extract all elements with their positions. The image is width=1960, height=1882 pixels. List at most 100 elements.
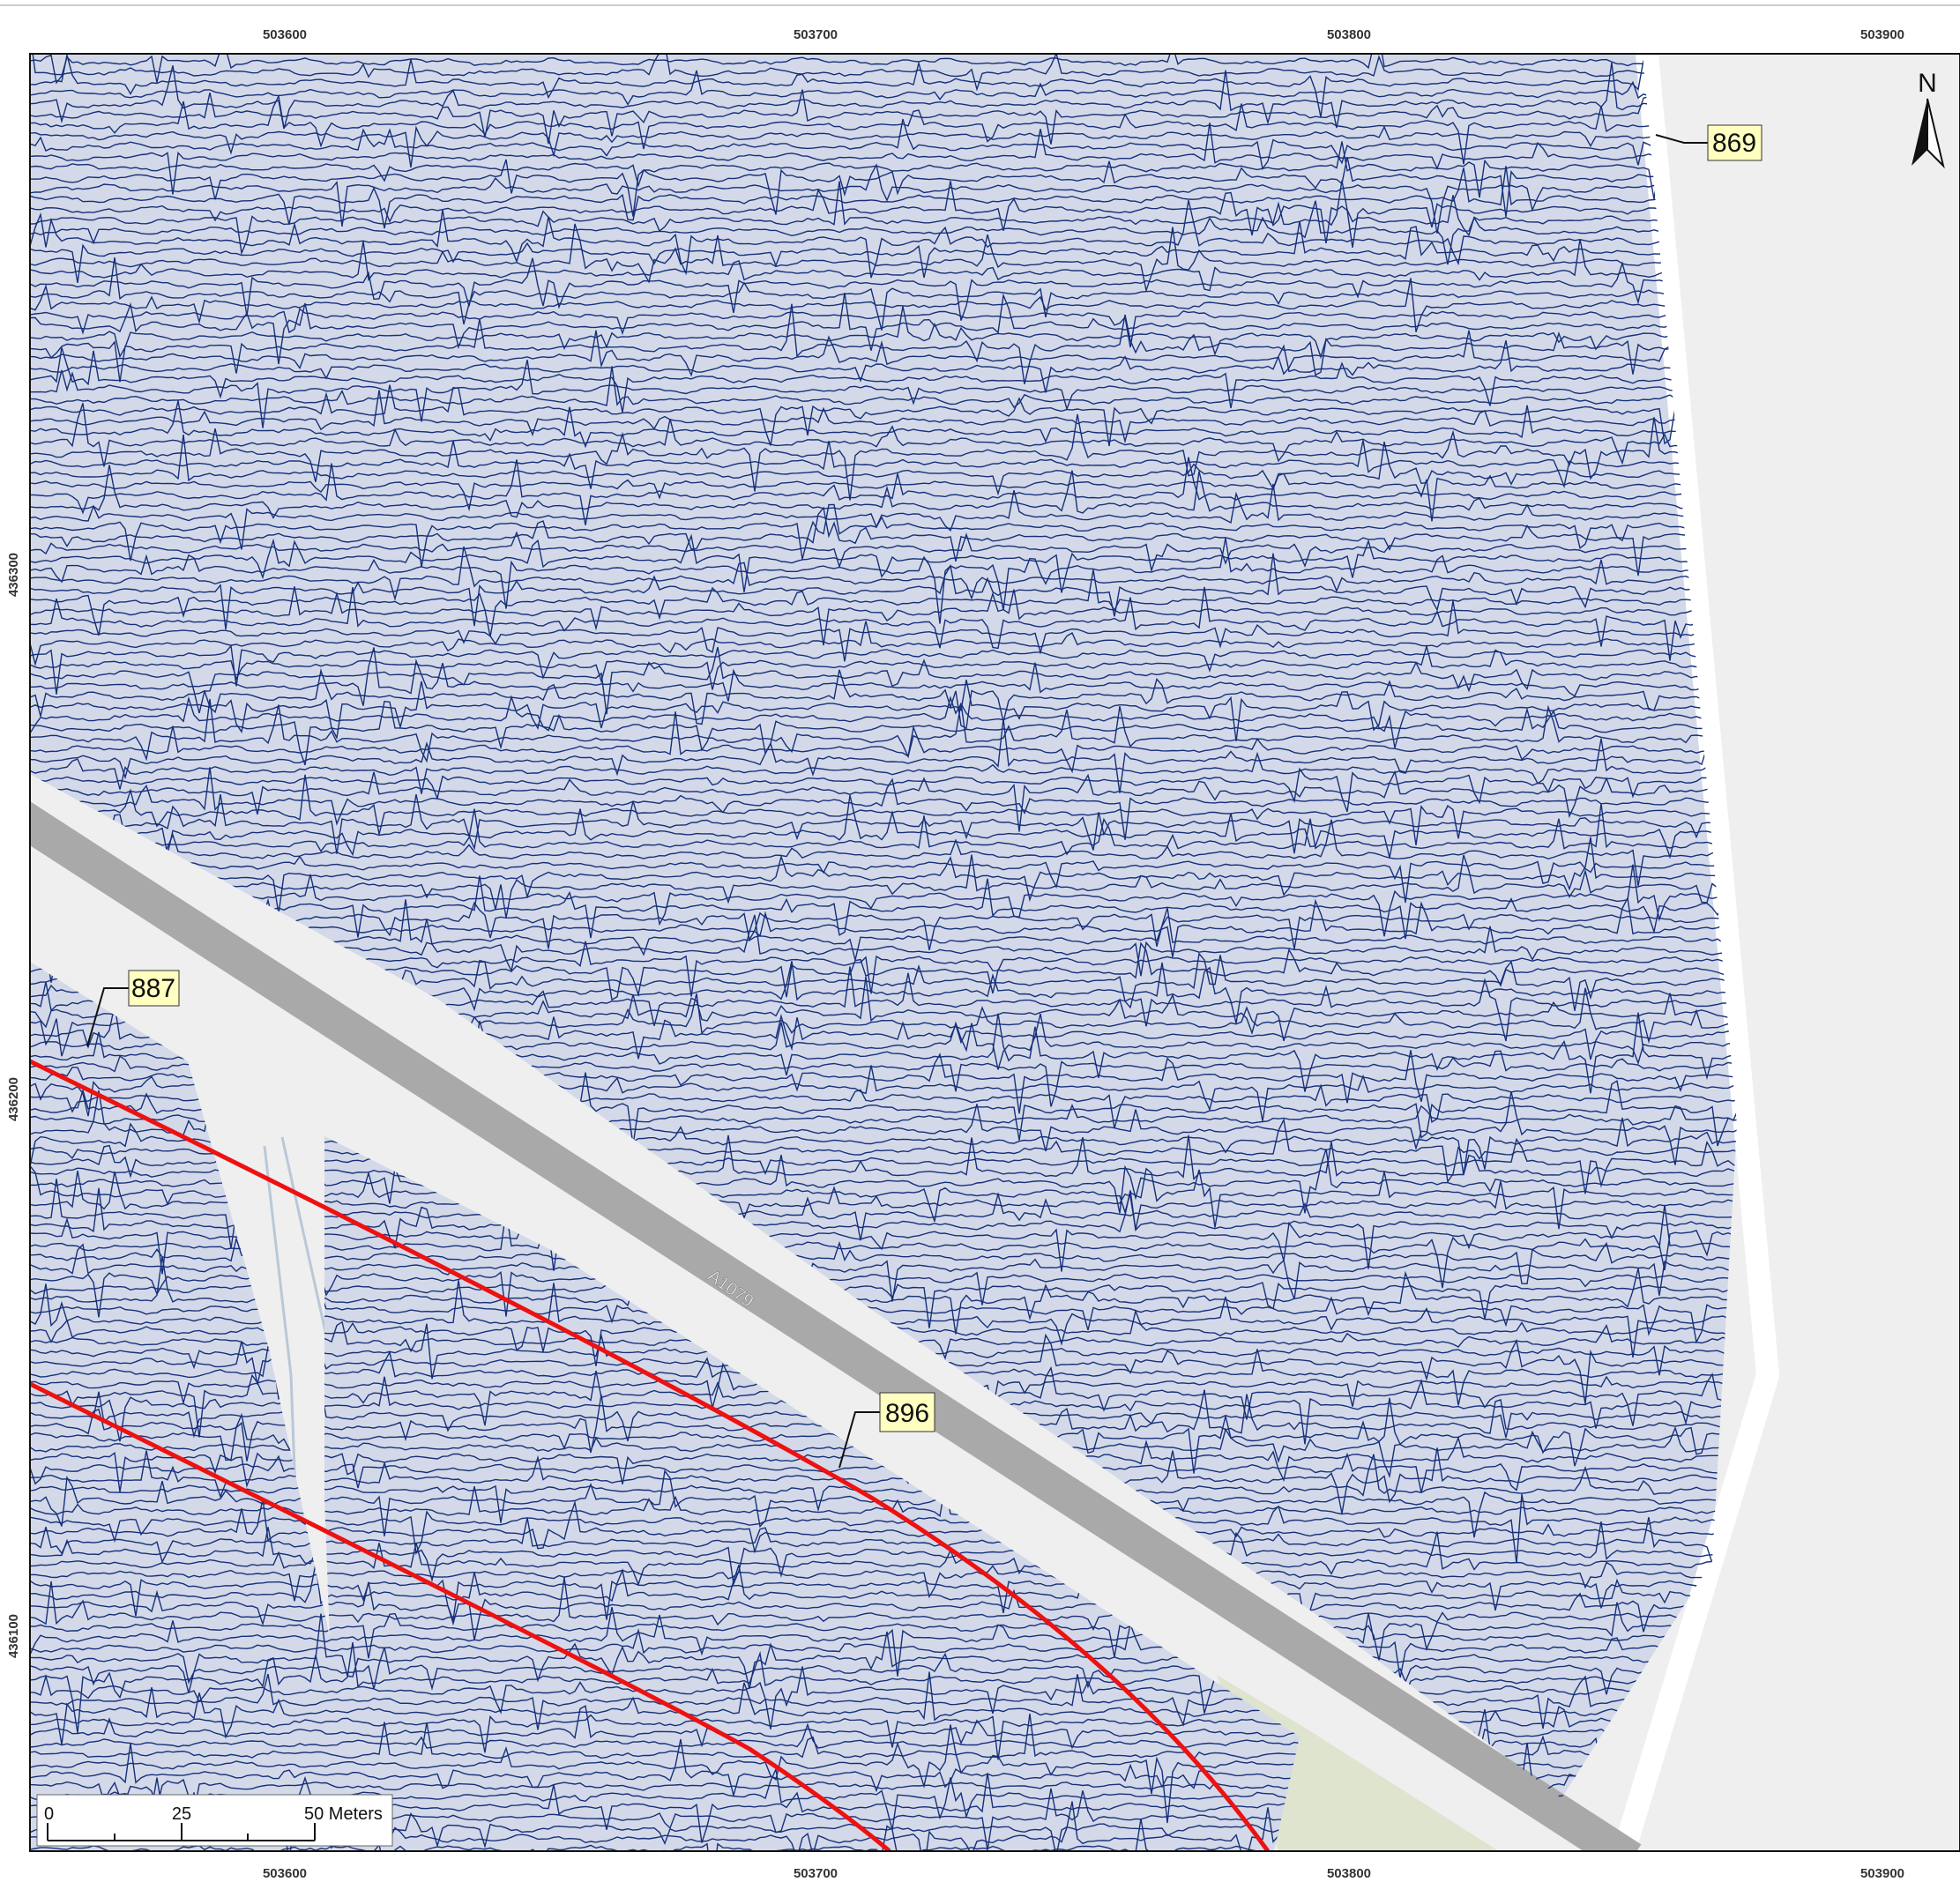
survey-trace: [30, 1577, 1737, 1645]
scale-label: 50 Meters: [304, 1804, 383, 1824]
x-coord-label: 503900: [1860, 27, 1904, 42]
survey-trace: [30, 679, 1737, 741]
survey-trace: [30, 483, 1737, 550]
survey-trace: [30, 1613, 1737, 1689]
callouts: 869 887 896: [86, 124, 1763, 1469]
leader-line: [86, 987, 129, 1047]
survey-trace: [30, 257, 1737, 331]
survey-trace: [30, 864, 1737, 937]
survey-trace: [30, 200, 1737, 265]
survey-trace: [30, 695, 1737, 748]
x-coord-label: 503600: [263, 27, 307, 42]
survey-trace: [30, 384, 1737, 447]
boundary-line: [30, 1059, 1271, 1851]
survey-trace: [30, 794, 1737, 859]
north-label: N: [1918, 69, 1937, 98]
map-frame: [29, 53, 1960, 1852]
survey-trace: [30, 828, 1737, 904]
leader-line: [838, 1411, 880, 1469]
survey-trace: [30, 257, 1737, 321]
survey-trace: [30, 223, 1737, 294]
survey-trace: [30, 413, 1737, 501]
survey-trace: [30, 180, 1737, 256]
survey-trace: [30, 767, 1737, 813]
scale-label: 0: [44, 1804, 54, 1824]
x-coord-label: 503600: [263, 1866, 307, 1881]
survey-trace: [30, 278, 1737, 332]
survey-trace: [30, 65, 1737, 106]
x-coord-label: 503800: [1327, 27, 1371, 42]
survey-trace: [30, 403, 1737, 478]
survey-trace: [30, 55, 1737, 118]
x-coord-label: 503700: [794, 27, 838, 42]
survey-trace: [30, 1664, 1737, 1730]
survey-trace: [30, 504, 1737, 577]
survey-trace: [30, 306, 1737, 360]
survey-trace: [30, 538, 1737, 624]
survey-trace: [30, 621, 1737, 667]
survey-trace: [30, 837, 1737, 914]
area-label: 896: [885, 1399, 929, 1428]
map-body: A1079: [30, 54, 1960, 1851]
callout-box: [879, 1392, 935, 1432]
survey-trace: [30, 118, 1737, 171]
survey-trace: [30, 885, 1737, 950]
scale-bar: 0 25 50 Meters: [36, 1794, 393, 1847]
survey-trace: [30, 123, 1737, 195]
survey-trace: [30, 93, 1737, 165]
survey-trace: [30, 156, 1737, 217]
survey-trace: [30, 1621, 1737, 1678]
survey-trace: [30, 125, 1737, 168]
survey-trace: [30, 1706, 1737, 1760]
survey-trace: [30, 700, 1737, 766]
north-arrow: N: [1912, 69, 1945, 169]
survey-trace: [30, 711, 1737, 774]
survey-trace: [30, 1671, 1737, 1745]
survey-trace: [30, 668, 1737, 730]
survey-trace: [30, 347, 1737, 413]
survey-trace: [30, 774, 1737, 846]
survey-trace: [30, 875, 1737, 940]
survey-fill: [30, 54, 1737, 1851]
callout-box: [128, 970, 180, 1007]
survey-trace: [30, 330, 1737, 377]
survey-trace: [30, 533, 1737, 593]
survey-trace: [30, 553, 1737, 630]
survey-trace: [30, 54, 1737, 92]
survey-trace: [30, 503, 1737, 568]
survey-trace: [30, 1559, 1737, 1625]
x-coord-label: 503900: [1860, 1866, 1904, 1881]
y-coord-label: 436300: [6, 553, 21, 597]
survey-trace: [30, 308, 1737, 348]
north-arrow-right: [1926, 98, 1945, 169]
survey-trace: [30, 62, 1737, 130]
survey-trace: [30, 390, 1737, 444]
survey-trace: [30, 546, 1737, 601]
survey-trace: [30, 89, 1737, 145]
main-road: [30, 801, 1642, 1851]
area-label: 869: [1712, 129, 1756, 158]
survey-trace: [30, 646, 1737, 715]
survey-trace: [30, 1641, 1737, 1734]
survey-trace: [30, 569, 1737, 637]
survey-trace: [30, 803, 1737, 856]
x-coord-label: 503800: [1327, 1866, 1371, 1881]
survey-trace: [30, 181, 1737, 249]
north-arrow-left: [1912, 99, 1927, 166]
survey-trace: [30, 440, 1737, 489]
survey-trace: [30, 141, 1737, 200]
survey-trace: [30, 819, 1737, 887]
grass-patch: [1217, 1675, 1499, 1851]
survey-trace: [30, 162, 1737, 229]
x-coord-label: 503700: [794, 1866, 838, 1881]
survey-trace: [30, 434, 1737, 496]
area-label: 887: [131, 974, 175, 1003]
boundary-line: [30, 1381, 891, 1851]
survey-trace: [30, 1581, 1737, 1640]
survey-trace: [30, 239, 1737, 292]
leader-line: [1655, 134, 1708, 144]
survey-trace: [30, 54, 1737, 85]
survey-trace: [30, 600, 1737, 662]
survey-trace: [30, 698, 1737, 763]
survey-trace: [30, 643, 1737, 690]
